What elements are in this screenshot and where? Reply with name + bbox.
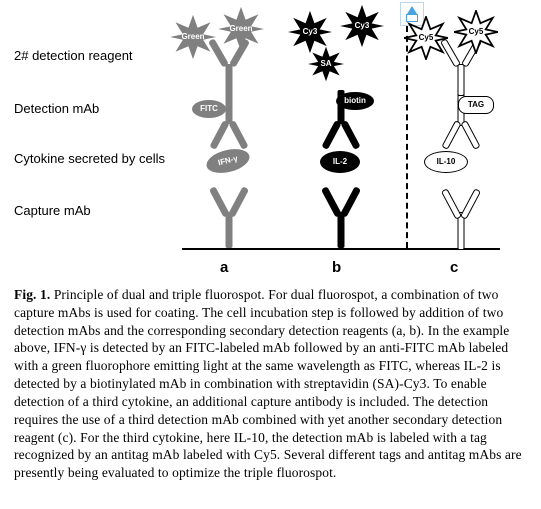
sa-node-b-text: SA bbox=[320, 60, 331, 68]
burst-a-left: Green bbox=[170, 14, 216, 60]
page-root: 2# detection reagent Detection mAb Cytok… bbox=[0, 0, 541, 509]
capture-mab-b bbox=[321, 188, 361, 248]
burst-c-left: Cy5 bbox=[404, 16, 448, 60]
detection-tag-a-text: FITC bbox=[200, 105, 218, 113]
burst-c-right: Cy5 bbox=[454, 10, 498, 54]
row-label-detection-mab: Detection mAb bbox=[14, 101, 99, 116]
row-label-capture-mab: Capture mAb bbox=[14, 203, 91, 218]
cytokine-a-text: IFN-γ bbox=[217, 155, 238, 168]
col-label-c: c bbox=[450, 259, 458, 276]
detection-tag-a: FITC bbox=[192, 100, 226, 118]
capture-mab-c bbox=[441, 188, 481, 248]
burst-b-left: Cy3 bbox=[288, 10, 332, 54]
column-b: IL-2 biotin SA Cy3 bbox=[286, 8, 396, 258]
burst-a-right: Green bbox=[218, 6, 264, 52]
burst-c-right-text: Cy5 bbox=[469, 28, 484, 36]
burst-b-left-text: Cy3 bbox=[303, 28, 318, 36]
burst-a-right-text: Green bbox=[229, 25, 252, 33]
cytokine-b-text: IL-2 bbox=[333, 158, 347, 166]
detection-tag-b-text: biotin bbox=[344, 97, 366, 105]
col-label-a: a bbox=[220, 259, 228, 276]
burst-c-left-text: Cy5 bbox=[419, 34, 434, 42]
figure-caption-body: Principle of dual and triple fluorospot.… bbox=[14, 287, 522, 480]
figure-caption: Fig. 1. Principle of dual and triple flu… bbox=[14, 286, 527, 482]
diagram-area: 2# detection reagent Detection mAb Cytok… bbox=[14, 8, 527, 278]
figure-label: Fig. 1. bbox=[14, 287, 50, 302]
burst-a-left-text: Green bbox=[181, 33, 204, 41]
column-a: IFN-γ FITC Green bbox=[174, 8, 284, 258]
cytokine-c-text: IL-10 bbox=[437, 158, 456, 166]
detection-tag-c: TAG bbox=[458, 96, 494, 114]
cytokine-b: IL-2 bbox=[320, 151, 360, 173]
burst-b-right-text: Cy3 bbox=[355, 22, 370, 30]
detection-tag-c-text: TAG bbox=[468, 101, 484, 109]
cytokine-c: IL-10 bbox=[424, 151, 468, 173]
row-label-cytokine: Cytokine secreted by cells bbox=[14, 151, 165, 166]
row-label-detection-reagent: 2# detection reagent bbox=[14, 48, 133, 63]
burst-b-right: Cy3 bbox=[340, 4, 384, 48]
column-c: IL-10 TAG Cy5 bbox=[406, 8, 516, 258]
col-label-b: b bbox=[332, 259, 341, 276]
detection-mab-a bbox=[209, 90, 249, 152]
detection-tag-b: biotin bbox=[336, 92, 374, 110]
capture-mab-a bbox=[209, 188, 249, 248]
